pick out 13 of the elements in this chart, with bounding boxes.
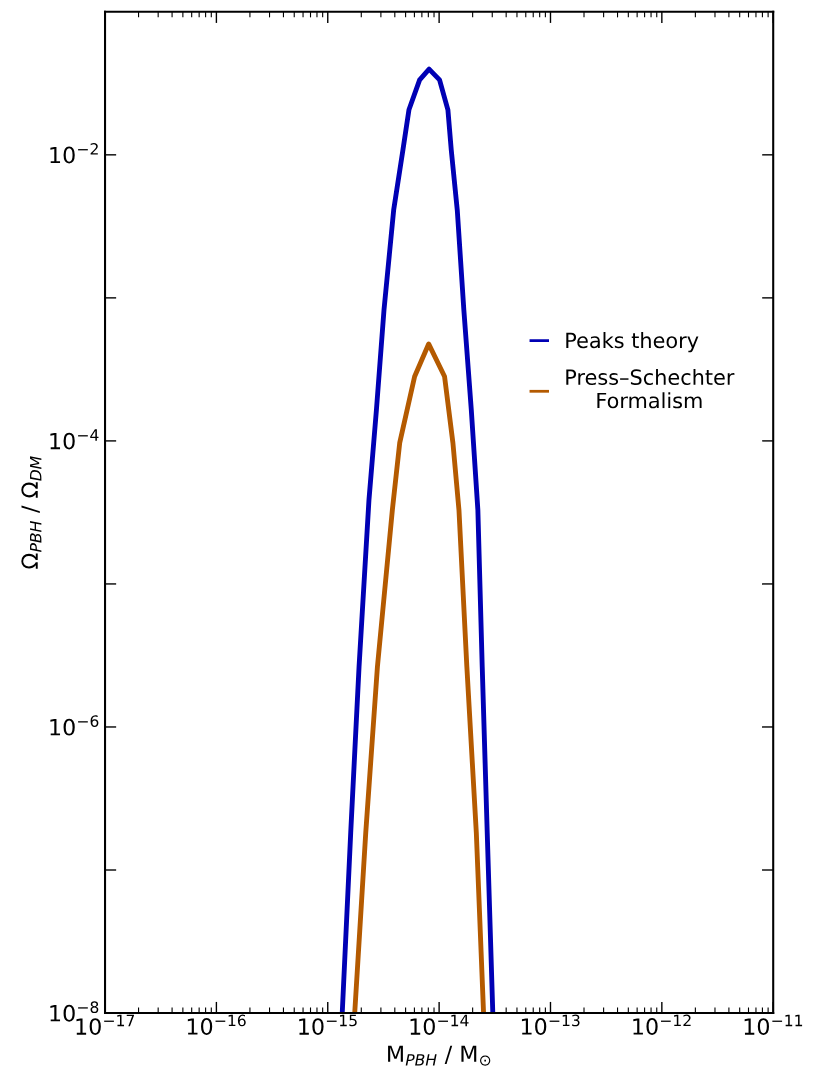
y-tick-label: 10$^{−6}$ <box>50 715 99 736</box>
legend-label: Press–Schechter Formalism <box>566 368 735 409</box>
y-tick-label: 10$^{−4}$ <box>50 429 99 450</box>
y-tick-label: 10$^{−2}$ <box>50 143 98 164</box>
legend-label: Peaks theory <box>566 332 699 353</box>
x-tick-label: 10$^{−13}$ <box>521 1014 580 1035</box>
y-axis-title: Ω$_{PBH}$ / Ω$_{DM}$ <box>21 456 42 569</box>
x-tick-label: 10$^{−15}$ <box>299 1014 357 1035</box>
x-axis-title: M$_{PBH}$ / M$_{⊙}$ <box>388 1045 491 1066</box>
x-tick-label: 10$^{−11}$ <box>744 1014 803 1035</box>
x-tick-label: 10$^{−14}$ <box>410 1014 469 1035</box>
x-tick-label: 10$^{−12}$ <box>633 1014 691 1035</box>
x-tick-label: 10$^{−16}$ <box>187 1014 246 1035</box>
